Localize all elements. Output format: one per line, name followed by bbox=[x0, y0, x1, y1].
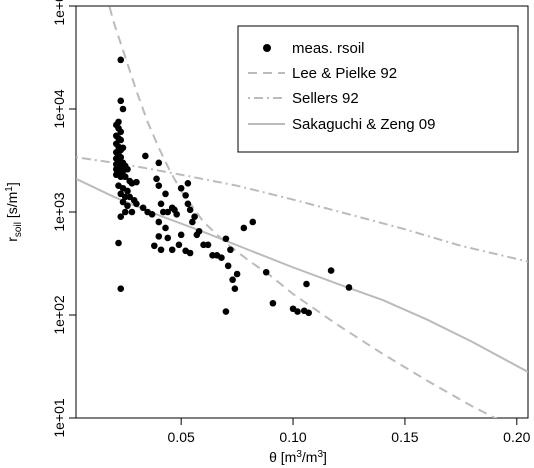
legend: meas. rsoil Lee & Pielke 92 Sellers 92 S… bbox=[237, 25, 519, 153]
data-point bbox=[229, 276, 236, 284]
data-point bbox=[164, 234, 172, 242]
data-point bbox=[121, 173, 129, 181]
y-tick-label-1: 1e+02 bbox=[51, 295, 67, 335]
y-axis-title: rsoil [s/m1] bbox=[4, 182, 24, 241]
y-tick-label-2: 1e+03 bbox=[51, 192, 67, 232]
data-point bbox=[204, 241, 212, 249]
data-point bbox=[231, 285, 239, 293]
data-point bbox=[168, 246, 176, 254]
data-point bbox=[345, 284, 353, 291]
data-point bbox=[175, 241, 183, 249]
data-point bbox=[303, 280, 310, 288]
data-point bbox=[119, 105, 127, 113]
data-point bbox=[121, 208, 129, 216]
data-point bbox=[139, 204, 147, 212]
series-line-sellers-92 bbox=[76, 156, 528, 263]
data-point bbox=[155, 218, 163, 226]
data-point bbox=[182, 192, 189, 199]
x-axis-title: θ [m3/m3] bbox=[269, 449, 327, 465]
data-point bbox=[155, 233, 163, 240]
y-tick-label-3: 1e+04 bbox=[51, 89, 67, 129]
data-point bbox=[269, 299, 277, 307]
data-point bbox=[184, 179, 192, 187]
data-point bbox=[233, 270, 241, 278]
data-point bbox=[117, 97, 125, 105]
series-points bbox=[112, 56, 353, 317]
data-point bbox=[177, 231, 185, 239]
data-point bbox=[195, 227, 203, 235]
data-point bbox=[157, 200, 165, 208]
data-point bbox=[227, 246, 234, 254]
legend-marker-meas-rsoil bbox=[263, 44, 271, 52]
data-point bbox=[186, 206, 194, 214]
data-point bbox=[305, 309, 313, 317]
data-point bbox=[148, 210, 156, 218]
data-point bbox=[124, 202, 131, 210]
data-point bbox=[262, 268, 270, 276]
data-point bbox=[218, 254, 225, 261]
data-point bbox=[189, 218, 196, 226]
legend-label-meas-rsoil: meas. rsoil bbox=[292, 40, 365, 57]
data-point bbox=[164, 208, 172, 216]
data-point bbox=[177, 184, 185, 192]
data-point bbox=[184, 200, 192, 208]
data-point bbox=[157, 246, 165, 254]
legend-label-sellers: Sellers 92 bbox=[292, 90, 359, 107]
legend-label-lee-pielke: Lee & Pielke 92 bbox=[292, 65, 397, 82]
data-point bbox=[155, 159, 163, 167]
data-point bbox=[153, 175, 160, 183]
y-tick-label-0: 1e+01 bbox=[51, 398, 67, 438]
data-point bbox=[327, 267, 335, 274]
data-point bbox=[240, 224, 248, 232]
data-point bbox=[151, 242, 158, 250]
x-axis: 0.05 0.10 0.15 0.20 bbox=[168, 418, 531, 445]
data-point bbox=[249, 218, 257, 226]
data-point bbox=[224, 262, 232, 270]
x-tick-label-3: 0.20 bbox=[503, 429, 530, 445]
x-tick-label-1: 0.10 bbox=[279, 429, 306, 445]
data-point bbox=[162, 190, 169, 198]
data-point bbox=[117, 128, 125, 136]
data-point bbox=[133, 178, 140, 186]
data-point bbox=[124, 165, 131, 173]
data-point bbox=[133, 200, 140, 208]
data-point bbox=[117, 56, 125, 64]
data-point bbox=[142, 152, 149, 160]
data-point bbox=[119, 144, 127, 152]
data-point bbox=[294, 308, 301, 315]
y-tick-label-4: 1e+05 bbox=[51, 0, 67, 26]
y-axis: 1e+01 1e+02 1e+03 1e+04 1e+05 bbox=[51, 0, 76, 438]
data-point bbox=[117, 136, 125, 144]
legend-label-sakaguchi-zeng: Sakaguchi & Zeng 09 bbox=[292, 116, 435, 133]
data-point bbox=[124, 187, 131, 195]
x-tick-label-0: 0.05 bbox=[168, 429, 195, 445]
data-point bbox=[128, 208, 136, 216]
data-point bbox=[115, 239, 122, 247]
data-point bbox=[155, 182, 163, 190]
x-tick-label-2: 0.15 bbox=[391, 429, 418, 445]
data-point bbox=[117, 285, 125, 293]
data-point bbox=[162, 224, 169, 232]
series-line-lee-pielke-92 bbox=[108, 6, 498, 418]
data-point bbox=[222, 235, 230, 243]
data-point bbox=[173, 210, 180, 218]
data-point bbox=[222, 308, 230, 315]
legend-box bbox=[237, 25, 519, 153]
data-point bbox=[119, 198, 127, 206]
data-point bbox=[186, 249, 194, 257]
data-point bbox=[117, 213, 125, 221]
data-point bbox=[191, 213, 198, 221]
